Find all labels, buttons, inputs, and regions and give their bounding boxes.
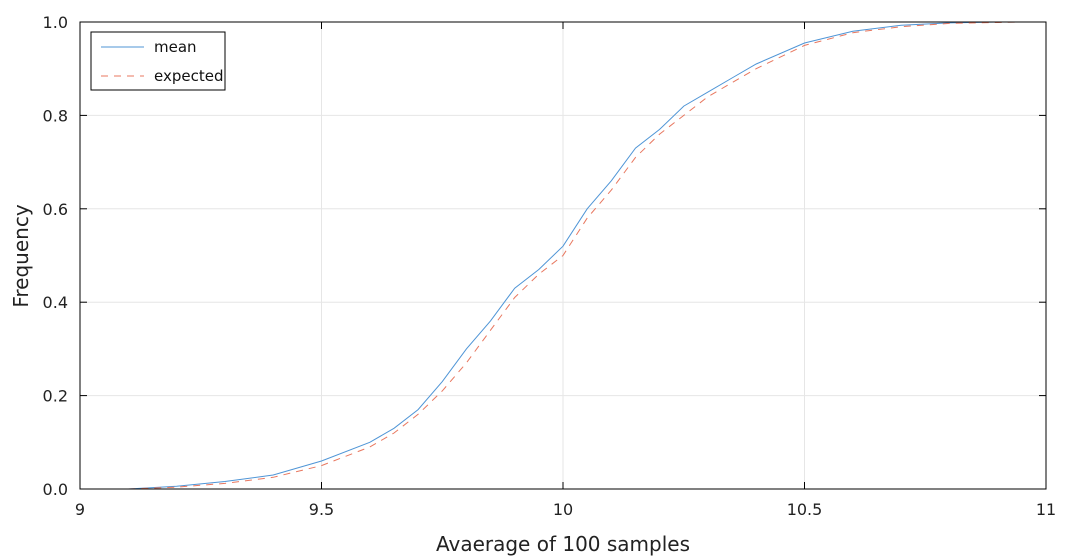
y-tick-label: 0.6 [43, 200, 68, 219]
x-tick-label: 9.5 [309, 500, 334, 519]
series-layer [128, 21, 1022, 490]
y-tick-label: 1.0 [43, 13, 68, 32]
legend-box [90, 31, 226, 91]
axis-ticks [79, 21, 1047, 490]
y-tick-label: 0.8 [43, 106, 68, 125]
series-line-mean [128, 21, 1022, 490]
y-axis-title: Frequency [9, 204, 33, 307]
x-tick-label: 10.5 [787, 500, 823, 519]
series-line-expected [128, 21, 1022, 490]
legend-mean-label: mean [154, 38, 197, 56]
legend-expected-label: expected [154, 67, 223, 85]
x-tick-label: 10 [553, 500, 573, 519]
legend: mean expected [90, 31, 226, 91]
y-tick-labels: 0.0 0.2 0.4 0.6 0.8 1.0 [43, 13, 68, 499]
x-tick-labels: 9 9.5 10 10.5 11 [75, 500, 1056, 519]
x-axis-title: Avaerage of 100 samples [436, 532, 690, 556]
x-tick-label: 9 [75, 500, 85, 519]
y-tick-label: 0.0 [43, 480, 68, 499]
y-tick-label: 0.4 [43, 293, 68, 312]
y-tick-label: 0.2 [43, 387, 68, 406]
x-tick-label: 11 [1036, 500, 1056, 519]
